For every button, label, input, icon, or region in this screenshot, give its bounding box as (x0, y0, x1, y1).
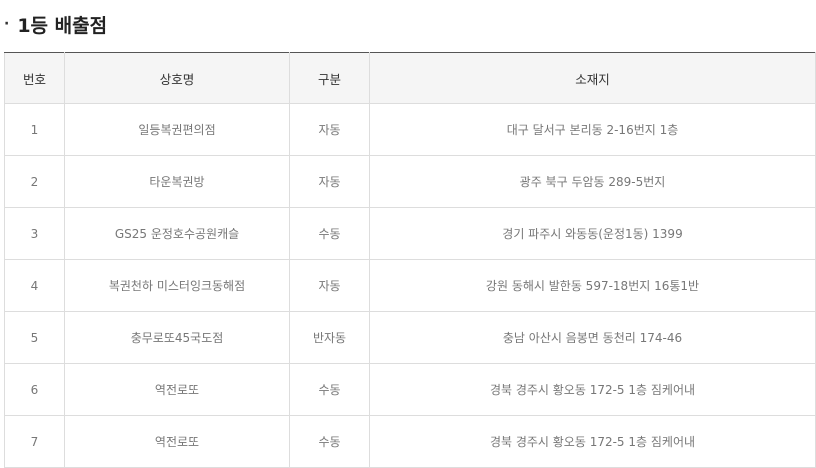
cell-type: 자동 (289, 103, 370, 156)
cell-address: 경북 경주시 황오동 172-5 1층 짐케어내 (369, 415, 816, 468)
table-row: 7 역전로또 수동 경북 경주시 황오동 172-5 1층 짐케어내 (4, 415, 816, 468)
cell-store-name: 충무로또45국도점 (64, 311, 290, 364)
table-row: 5 충무로또45국도점 반자동 충남 아산시 음봉면 동천리 174-46 (4, 311, 816, 364)
cell-number: 1 (4, 103, 65, 156)
header-type: 구분 (289, 52, 370, 104)
table-row: 2 타운복권방 자동 광주 북구 두암동 289-5번지 (4, 155, 816, 208)
table-row: 3 GS25 운정호수공원캐슬 수동 경기 파주시 와동동(운정1동) 1399 (4, 207, 816, 260)
header-address: 소재지 (369, 52, 816, 104)
cell-address: 강원 동해시 발한동 597-18번지 16통1반 (369, 259, 816, 312)
header-number: 번호 (4, 52, 65, 104)
cell-type: 수동 (289, 363, 370, 416)
cell-type: 반자동 (289, 311, 370, 364)
section-title-text: 1등 배출점 (17, 14, 108, 37)
header-store-name: 상호명 (64, 52, 290, 104)
cell-number: 6 (4, 363, 65, 416)
cell-number: 5 (4, 311, 65, 364)
cell-number: 7 (4, 415, 65, 468)
table-row: 1 일등복권편의점 자동 대구 달서구 본리동 2-16번지 1층 (4, 103, 816, 156)
cell-address: 충남 아산시 음봉면 동천리 174-46 (369, 311, 816, 364)
cell-address: 경북 경주시 황오동 172-5 1층 짐케어내 (369, 363, 816, 416)
table-row: 4 복권천하 미스터잉크동해점 자동 강원 동해시 발한동 597-18번지 16통1… (4, 259, 816, 312)
cell-store-name: 역전로또 (64, 363, 290, 416)
table-header-row: 번호 상호명 구분 소재지 (4, 52, 816, 104)
cell-number: 2 (4, 155, 65, 208)
winning-stores-table: 번호 상호명 구분 소재지 1 일등복권편의점 자동 대구 달서구 본리동 2-16번… (4, 52, 816, 468)
cell-address: 대구 달서구 본리동 2-16번지 1층 (369, 103, 816, 156)
cell-type: 수동 (289, 207, 370, 260)
section-title: · 1등 배출점 (4, 8, 107, 40)
cell-number: 3 (4, 207, 65, 260)
table-row: 6 역전로또 수동 경북 경주시 황오동 172-5 1층 짐케어내 (4, 363, 816, 416)
cell-number: 4 (4, 259, 65, 312)
cell-store-name: 일등복권편의점 (64, 103, 290, 156)
bullet-icon: · (4, 16, 10, 32)
cell-store-name: 복권천하 미스터잉크동해점 (64, 259, 290, 312)
cell-address: 경기 파주시 와동동(운정1동) 1399 (369, 207, 816, 260)
cell-type: 자동 (289, 155, 370, 208)
cell-address: 광주 북구 두암동 289-5번지 (369, 155, 816, 208)
cell-store-name: 역전로또 (64, 415, 290, 468)
cell-type: 수동 (289, 415, 370, 468)
cell-store-name: 타운복권방 (64, 155, 290, 208)
cell-type: 자동 (289, 259, 370, 312)
cell-store-name: GS25 운정호수공원캐슬 (64, 207, 290, 260)
